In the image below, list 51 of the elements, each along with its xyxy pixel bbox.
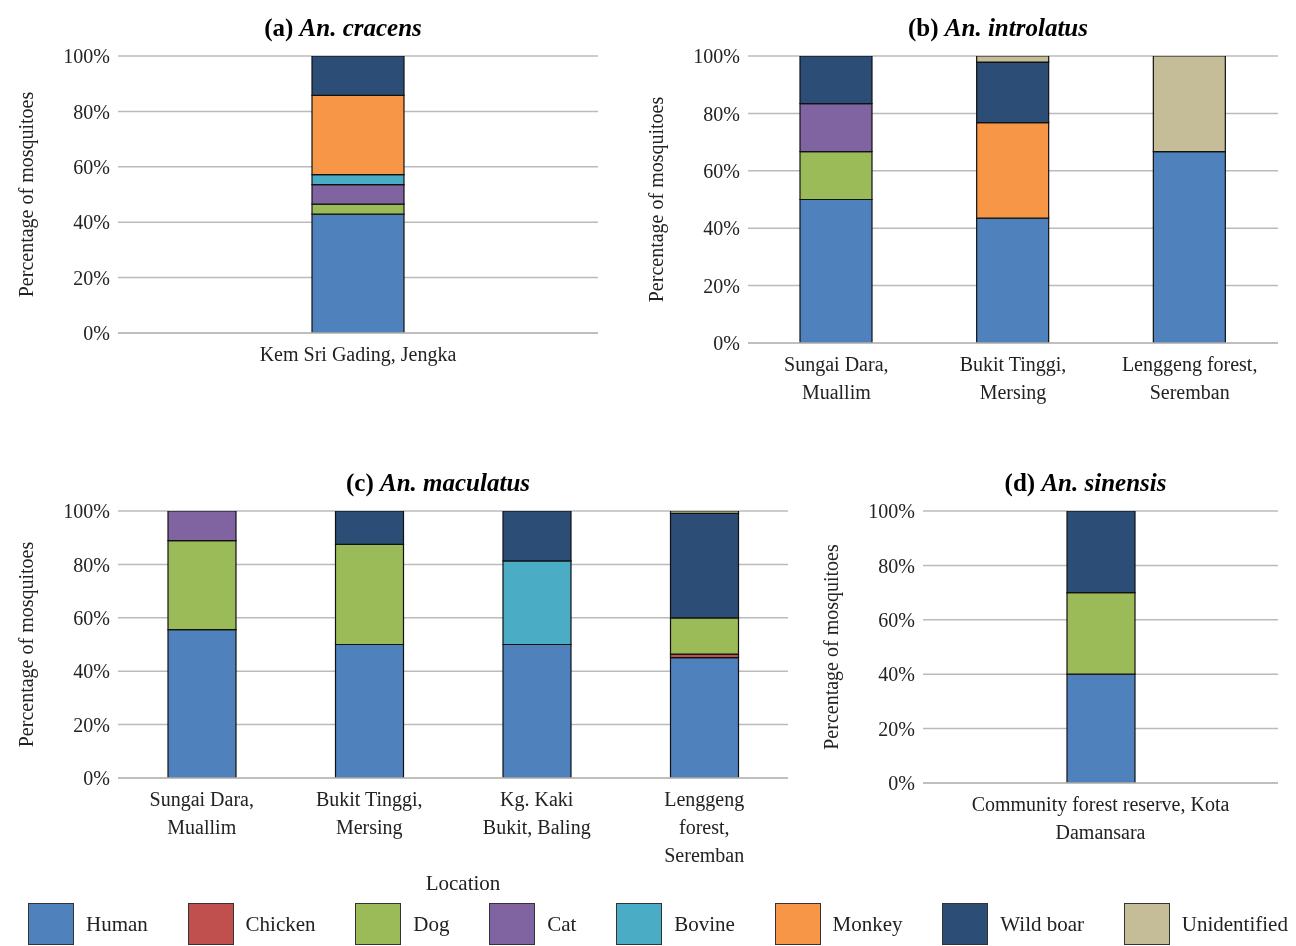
y-axis-title: Percentage of mosquitoes <box>645 96 669 303</box>
legend-label: Dog <box>413 911 450 937</box>
legend-label: Wild boar <box>1000 911 1085 937</box>
x-tick-label: Community forest reserve, Kota Damansara <box>971 793 1230 843</box>
bar <box>669 656 740 778</box>
legend-label: Unidentified <box>1181 911 1288 937</box>
y-tick-label: 40% <box>73 211 110 234</box>
y-tick-label: 40% <box>703 217 740 240</box>
x-tick-label: Sungai Dara, Muallim <box>784 353 889 403</box>
chart-title: (a) An. cracens <box>264 14 422 41</box>
y-tick-label: 20% <box>703 274 740 297</box>
y-tick-label: 100% <box>868 500 915 523</box>
x-tick-label: Bukit Tinggi, Mersing <box>959 353 1067 404</box>
y-tick-label: 20% <box>878 717 915 740</box>
y-tick-label: 100% <box>63 45 110 68</box>
y-tick-label: 0% <box>713 332 740 355</box>
y-tick-label: 60% <box>73 155 110 178</box>
y-tick-label: 0% <box>83 322 110 345</box>
x-axis-title: Location <box>424 871 502 896</box>
y-tick-label: 60% <box>703 159 740 182</box>
y-tick-label: 80% <box>878 554 915 577</box>
chart-title: (c) An. maculatus <box>345 469 531 496</box>
x-tick-label: Lenggeng forest, Seremban <box>664 788 745 866</box>
legend-label: Monkey <box>832 911 903 937</box>
y-axis-title: Percentage of mosquitoes <box>15 541 39 748</box>
x-tick-label: Kem Sri Gading, Jengka <box>259 343 457 366</box>
legend-label: Chicken <box>245 911 316 937</box>
x-tick-label: Bukit Tinggi, Mersing <box>315 788 423 839</box>
y-tick-label: 20% <box>73 713 110 736</box>
y-axis-title: Percentage of mosquitoes <box>15 91 39 298</box>
y-tick-label: 40% <box>878 663 915 686</box>
y-tick-label: 80% <box>73 100 110 123</box>
y-tick-label: 40% <box>73 660 110 683</box>
x-tick-label: Lenggeng forest, Seremban <box>1121 353 1258 403</box>
legend-label: Cat <box>547 911 577 937</box>
x-tick-label: Sungai Dara, Muallim <box>149 788 254 838</box>
y-tick-label: 0% <box>888 772 915 795</box>
x-tick-label: Kg. Kaki Bukit, Baling <box>482 788 591 839</box>
legend-label: Bovine <box>674 911 735 937</box>
y-axis-title: Percentage of mosquitoes <box>820 544 844 750</box>
y-tick-label: 60% <box>878 608 915 631</box>
chart-title: (d) An. sinensis <box>1004 469 1167 496</box>
y-tick-label: 0% <box>83 767 110 790</box>
y-tick-label: 20% <box>73 266 110 289</box>
chart-title: (b) An. introlatus <box>908 14 1088 41</box>
y-tick-label: 80% <box>73 553 110 576</box>
legend-label: Human <box>86 911 148 937</box>
y-tick-label: 80% <box>703 102 740 125</box>
y-tick-label: 100% <box>63 500 110 523</box>
y-tick-label: 100% <box>693 45 740 68</box>
y-tick-label: 60% <box>73 606 110 629</box>
